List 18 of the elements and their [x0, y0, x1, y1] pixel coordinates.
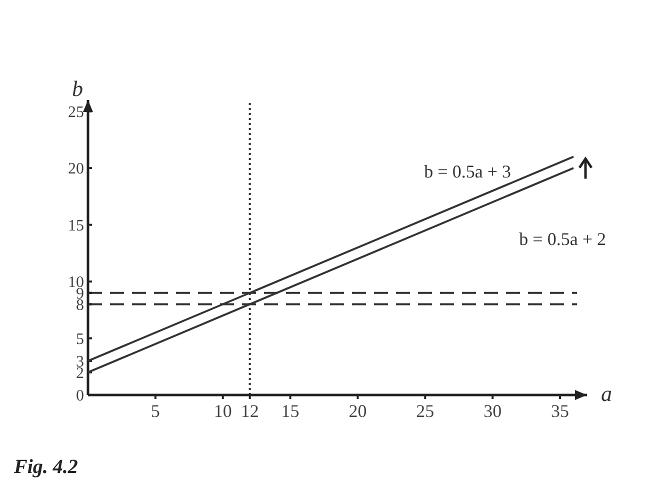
x-tick-label: 20	[348, 401, 367, 421]
y-tick-label: 20	[68, 160, 84, 178]
x-axis-title: a	[601, 381, 612, 406]
x-tick-label: 15	[281, 401, 300, 421]
x-tick-label: 12	[240, 401, 259, 421]
x-tick-label: 10	[214, 401, 232, 421]
series-label: b = 0.5a + 2	[519, 228, 606, 249]
y-axis-title: b	[72, 76, 83, 101]
y-tick-label: 5	[76, 330, 84, 348]
caption: Fig. 4.2	[13, 456, 78, 478]
series-label: b = 0.5a + 3	[424, 161, 511, 182]
x-tick-label: 25	[416, 401, 434, 421]
y-tick-label: 0	[76, 388, 84, 405]
x-tick-label: 35	[551, 401, 570, 421]
y-tick-label: 15	[68, 217, 84, 234]
y-tick-label: 25	[68, 104, 84, 121]
x-tick-label: 5	[150, 401, 160, 421]
x-tick-label: 30	[484, 401, 502, 421]
